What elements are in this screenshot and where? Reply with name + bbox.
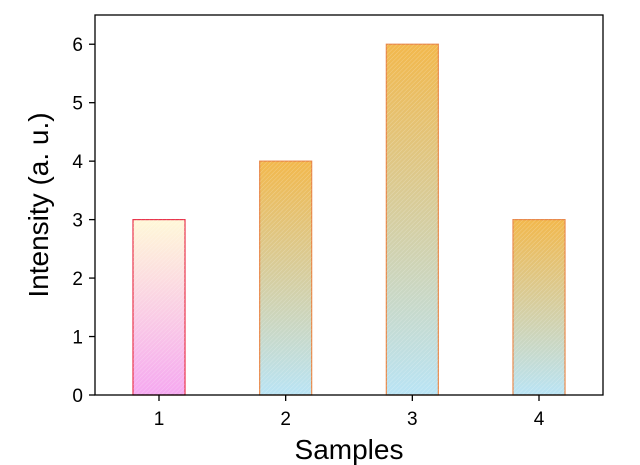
y-tick-label: 2	[72, 269, 83, 290]
y-tick-label: 6	[72, 35, 83, 56]
y-tick-label: 3	[72, 211, 83, 232]
y-tick-label: 0	[72, 386, 83, 407]
bar-texture-1	[133, 219, 185, 395]
x-axis: 1 2 3 4	[154, 395, 545, 430]
x-tick-label: 1	[154, 409, 165, 430]
x-axis-title: Samples	[295, 434, 404, 465]
y-tick-label: 5	[72, 94, 83, 115]
bar-texture-4	[513, 219, 565, 395]
x-tick-label: 2	[280, 409, 291, 430]
y-axis-title: Intensity (a. u.)	[23, 112, 54, 297]
bar-texture-2	[259, 161, 312, 395]
x-tick-label: 3	[407, 409, 418, 430]
bars-layer	[132, 43, 566, 396]
x-tick-label: 4	[534, 409, 545, 430]
y-tick-label: 4	[72, 152, 83, 173]
plot-frame	[94, 14, 604, 396]
bar-texture-3	[386, 44, 439, 395]
y-axis: 0 1 2 3 4 5 6	[72, 35, 95, 407]
y-tick-label: 1	[72, 328, 83, 349]
